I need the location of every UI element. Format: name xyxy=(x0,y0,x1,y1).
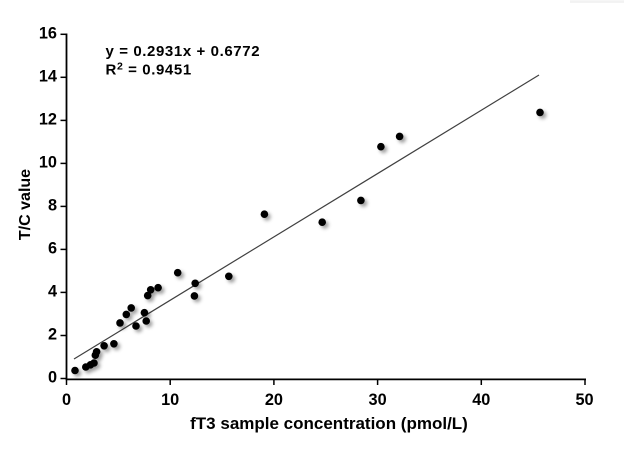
svg-text:16: 16 xyxy=(39,25,57,43)
svg-text:y = 0.2931x + 0.6772: y = 0.2931x + 0.6772 xyxy=(106,43,261,60)
svg-text:4: 4 xyxy=(48,283,57,301)
svg-text:14: 14 xyxy=(39,68,57,86)
svg-text:0: 0 xyxy=(62,391,71,409)
svg-text:12: 12 xyxy=(39,111,57,129)
svg-text:10: 10 xyxy=(39,154,57,172)
svg-text:10: 10 xyxy=(161,391,179,409)
svg-text:30: 30 xyxy=(369,391,387,409)
svg-text:2: 2 xyxy=(48,326,57,344)
svg-text:0: 0 xyxy=(48,369,57,387)
svg-text:20: 20 xyxy=(265,391,283,409)
svg-text:R2 = 0.9451: R2 = 0.9451 xyxy=(106,61,192,79)
svg-text:40: 40 xyxy=(472,391,490,409)
svg-text:6: 6 xyxy=(48,240,57,258)
svg-text:50: 50 xyxy=(575,391,593,409)
svg-text:fT3 sample concentration (pmol: fT3 sample concentration (pmol/L) xyxy=(190,414,468,433)
svg-text:8: 8 xyxy=(48,197,57,215)
svg-text:T/C value: T/C value xyxy=(17,169,34,240)
